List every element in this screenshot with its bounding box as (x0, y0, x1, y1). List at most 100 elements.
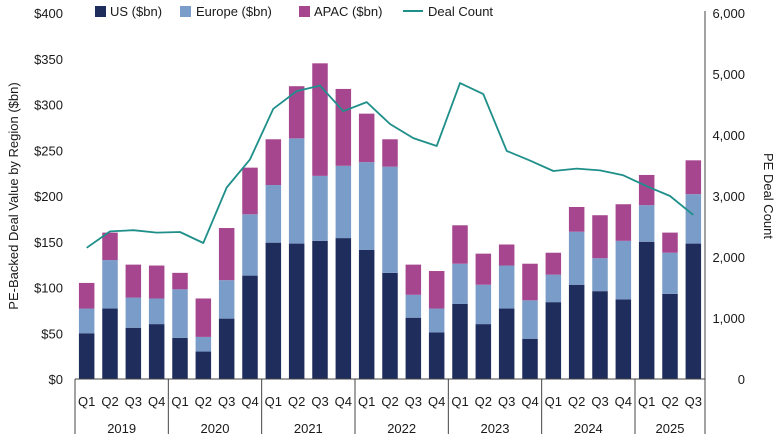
x-tick-quarter: Q1 (171, 394, 188, 409)
bar-segment-apac (358, 113, 375, 163)
bar-segment-europe (148, 298, 165, 325)
deal-count-line-layer (86, 82, 694, 249)
legend-label-europe: Europe ($bn) (196, 4, 272, 19)
x-tick-quarter: Q4 (335, 394, 352, 409)
bar-segment-apac (172, 272, 188, 290)
bar-segment-europe (498, 265, 515, 309)
bar-segment-us (242, 275, 258, 379)
bar-segment-europe (312, 175, 328, 241)
y-axis-title-right: PE Deal Count (761, 153, 776, 239)
y-tick-left: $50 (41, 326, 63, 341)
bar-segment-apac (102, 232, 118, 261)
y-tick-right: 6,000 (712, 6, 745, 21)
bar-segment-us (288, 243, 305, 379)
y-tick-left: $250 (34, 143, 63, 158)
bar-segment-europe (78, 308, 95, 334)
bar-segment-europe (452, 263, 468, 304)
bar-segment-us (335, 238, 352, 379)
x-tick-year: 2021 (294, 421, 323, 436)
x-tick-year: 2023 (481, 421, 510, 436)
y-tick-right: 0 (738, 372, 745, 387)
y-tick-left: $150 (34, 235, 63, 250)
bar-segment-apac (218, 228, 235, 281)
bar-segment-europe (662, 252, 678, 294)
legend-swatch-us (95, 6, 106, 17)
bar-segment-apac (545, 252, 562, 275)
bar-segment-apac (568, 206, 585, 232)
bar-segment-apac (382, 139, 398, 167)
bar-segment-europe (405, 294, 422, 318)
bar-segment-us (102, 308, 118, 379)
x-tick-quarter: Q1 (451, 394, 468, 409)
x-tick-quarter: Q1 (358, 394, 375, 409)
y-tick-left: $300 (34, 98, 63, 113)
bar-segment-us (498, 308, 515, 379)
bar-segment-apac (615, 204, 632, 241)
deal-count-line (86, 82, 694, 249)
y-tick-left: $200 (34, 189, 63, 204)
bar-segment-europe (195, 336, 212, 352)
bar-segment-apac (638, 174, 655, 206)
y-axis-left: $0 $50 $100 $150 $200 $250 $300 $350 $400 (34, 6, 63, 387)
bar-segment-us (592, 291, 608, 379)
bar-segment-europe (288, 138, 305, 244)
bar-segment-apac (475, 253, 492, 285)
x-tick-quarter: Q2 (288, 394, 305, 409)
bar-segment-apac (288, 86, 305, 139)
bar-segment-apac (335, 88, 352, 166)
x-tick-quarter: Q2 (195, 394, 212, 409)
bar-segment-us (568, 284, 585, 379)
bar-segment-apac (405, 264, 422, 295)
x-tick-quarter: Q2 (661, 394, 678, 409)
x-tick-quarter: Q1 (265, 394, 282, 409)
x-tick-year: 2025 (656, 421, 685, 436)
y-tick-left: $0 (49, 372, 63, 387)
legend: US ($bn) Europe ($bn) APAC ($bn) Deal Co… (95, 4, 493, 19)
legend-label-us: US ($bn) (110, 4, 162, 19)
y-tick-right: 1,000 (712, 311, 745, 326)
bar-segment-apac (662, 232, 678, 253)
legend-label-apac: APAC ($bn) (314, 4, 382, 19)
y-axis-title-left: PE-Backed Deal Value by Region ($bn) (6, 82, 21, 309)
x-tick-quarter: Q1 (545, 394, 562, 409)
bar-segment-europe (428, 308, 445, 333)
bar-segment-us (265, 242, 282, 379)
legend-swatch-apac (299, 6, 310, 17)
y-tick-left: $350 (34, 52, 63, 67)
y-tick-right: 2,000 (712, 250, 745, 265)
x-tick-quarter: Q4 (148, 394, 165, 409)
x-tick-year: 2020 (201, 421, 230, 436)
bar-segment-apac (312, 63, 328, 176)
bar-segment-apac (242, 167, 258, 215)
bar-segment-europe (522, 300, 538, 339)
bar-segment-apac (265, 139, 282, 186)
x-tick-quarter: Q3 (311, 394, 328, 409)
y-axis-right: 0 1,000 2,000 3,000 4,000 5,000 6,000 (712, 6, 745, 387)
bar-segment-europe (568, 231, 585, 285)
x-tick-quarter: Q3 (125, 394, 142, 409)
bar-segment-us (428, 332, 445, 379)
bar-segment-us (452, 303, 468, 379)
bar-segment-us (218, 318, 235, 379)
bar-segment-us (382, 272, 398, 379)
x-tick-quarter: Q3 (218, 394, 235, 409)
bar-segment-us (125, 327, 142, 379)
x-tick-quarter: Q2 (101, 394, 118, 409)
bar-segment-apac (125, 264, 142, 298)
bar-segment-europe (218, 280, 235, 319)
bar-segment-us (615, 299, 632, 379)
x-tick-quarter: Q1 (638, 394, 655, 409)
bar-segment-us (545, 302, 562, 379)
x-tick-quarter: Q3 (498, 394, 515, 409)
y-tick-right: 5,000 (712, 67, 745, 82)
bar-segment-europe (545, 274, 562, 303)
bar-segment-europe (125, 297, 142, 328)
bar-segment-us (195, 351, 212, 379)
x-tick-quarter: Q2 (475, 394, 492, 409)
x-tick-quarter: Q2 (381, 394, 398, 409)
bar-segment-europe (685, 194, 702, 244)
x-tick-quarter: Q4 (241, 394, 258, 409)
y-tick-right: 3,000 (712, 189, 745, 204)
